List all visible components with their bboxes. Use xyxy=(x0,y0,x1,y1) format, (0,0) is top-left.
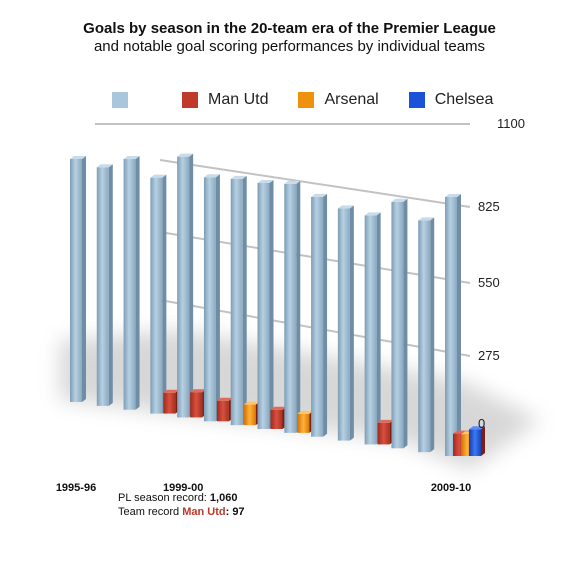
bar-season-total-2008-09 xyxy=(418,217,435,453)
legend-item-man-utd: Man Utd xyxy=(182,91,268,109)
season-record-value: 1,060 xyxy=(209,492,238,504)
legend-item-season-total xyxy=(112,92,152,108)
y-tick-label-275: 275 xyxy=(478,348,500,363)
legend: Man Utd Arsenal Chelsea xyxy=(112,90,523,110)
legend-item-arsenal: Arsenal xyxy=(298,91,379,109)
team-record-name: Man Utd xyxy=(182,506,226,518)
y-axis-ticks: 0 275 550 825 1100 xyxy=(478,116,525,431)
bar-season-total-2007-08 xyxy=(391,198,408,449)
bar-season-total-2000-01 xyxy=(203,174,220,422)
bar-season-total-1997-98 xyxy=(123,156,140,410)
bar-chelsea-2009-10 xyxy=(469,426,485,456)
bar-season-total-2006-07 xyxy=(364,212,381,445)
season-record-note: PL season record: 1,060 xyxy=(118,492,237,504)
team-record-note: Team record Man Utd: 97 xyxy=(118,506,245,518)
bar-arsenal-2001-02 xyxy=(243,401,260,426)
bar-season-total-2001-02 xyxy=(230,175,247,426)
legend-swatch-man-utd xyxy=(182,92,198,108)
x-axis-ticks: 1995-96 1999-00 2009-10 xyxy=(56,482,471,494)
y-tick-label-0: 0 xyxy=(478,416,485,431)
chart-title: Goals by season in the 20-team era of th… xyxy=(83,20,496,37)
y-tick-label-825: 825 xyxy=(478,199,500,214)
x-tick-label-2009-10: 2009-10 xyxy=(431,482,471,494)
season-record-label: PL season record: xyxy=(118,492,210,504)
bar-man-utd-2006-07 xyxy=(377,419,394,445)
legend-label-chelsea: Chelsea xyxy=(434,91,494,108)
bar-season-total-2005-06 xyxy=(337,205,354,441)
bar-man-utd-2002-03 xyxy=(270,406,287,429)
team-record-label: Team record xyxy=(118,506,183,518)
bar-season-total-2004-05 xyxy=(311,193,328,437)
x-tick-label-1995-96: 1995-96 xyxy=(56,482,96,494)
bar-arsenal-2003-04 xyxy=(297,410,314,433)
bar-season-total-1995-96 xyxy=(70,155,86,402)
bars xyxy=(70,153,485,456)
legend-swatch-arsenal xyxy=(298,92,315,108)
x-tick-label-1999-00: 1999-00 xyxy=(163,482,203,494)
y-tick-label-1100: 1100 xyxy=(497,116,525,131)
bar-season-total-1999-00 xyxy=(177,153,194,418)
team-record-value: : 97 xyxy=(225,506,245,518)
bar-season-total-1996-97 xyxy=(96,164,113,406)
bar-season-total-1998-99 xyxy=(150,174,167,414)
bar-man-utd-1999-00 xyxy=(190,389,207,418)
gridline-825 xyxy=(159,159,471,208)
bar-season-total-2002-03 xyxy=(257,180,274,429)
bar-season-total-2009-10 xyxy=(445,193,461,456)
chart-subtitle: and notable goal scoring performances by… xyxy=(93,38,486,55)
bar-season-total-2003-04 xyxy=(284,180,301,433)
legend-label-arsenal: Arsenal xyxy=(324,91,379,108)
legend-label-man-utd: Man Utd xyxy=(208,91,269,108)
y-tick-label-550: 550 xyxy=(478,275,500,290)
legend-item-chelsea: Chelsea xyxy=(408,91,494,109)
bar-man-utd-1998-99 xyxy=(163,389,180,414)
bar-man-utd-2000-01 xyxy=(216,397,233,422)
legend-swatch-chelsea xyxy=(408,92,425,108)
legend-swatch-season-total xyxy=(112,92,128,108)
